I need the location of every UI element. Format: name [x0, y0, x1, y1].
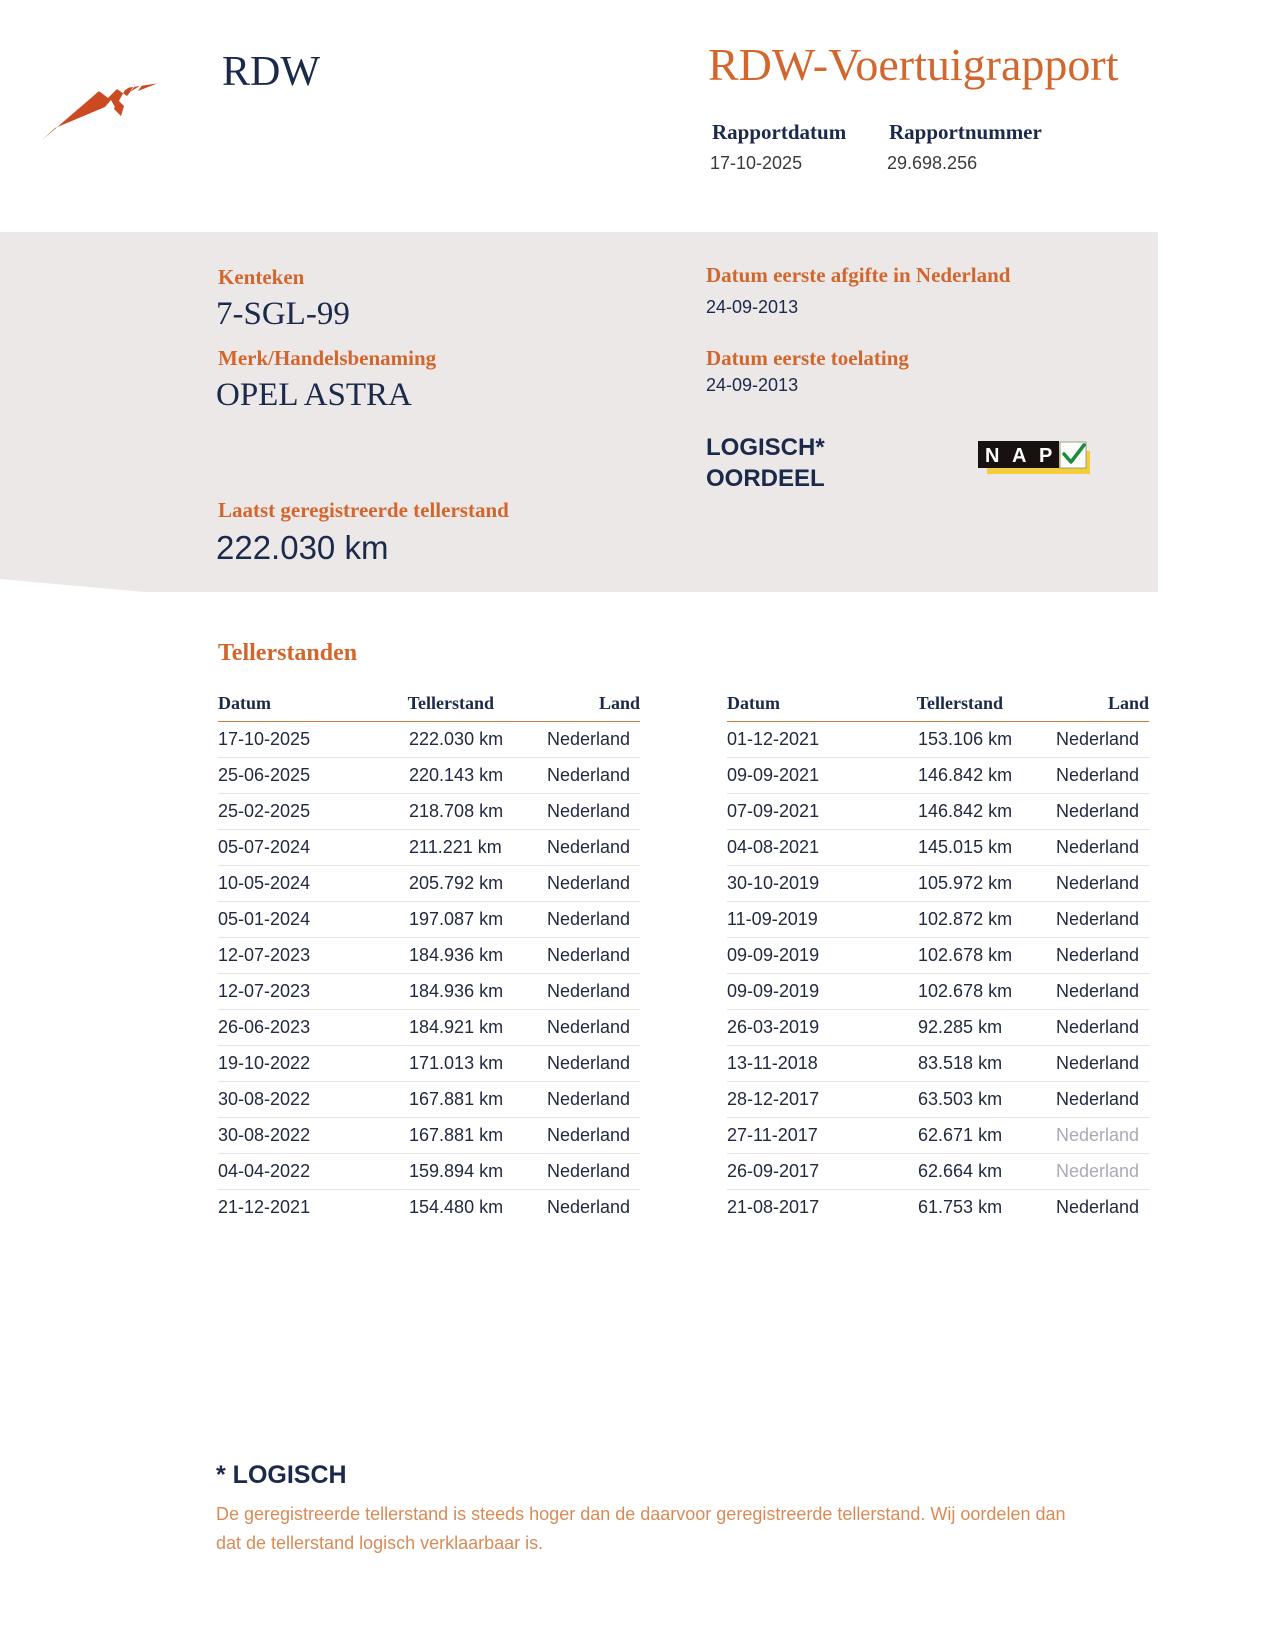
- svg-text:N: N: [985, 445, 999, 467]
- svg-text:P: P: [1039, 445, 1052, 467]
- svg-text:A: A: [1012, 445, 1026, 467]
